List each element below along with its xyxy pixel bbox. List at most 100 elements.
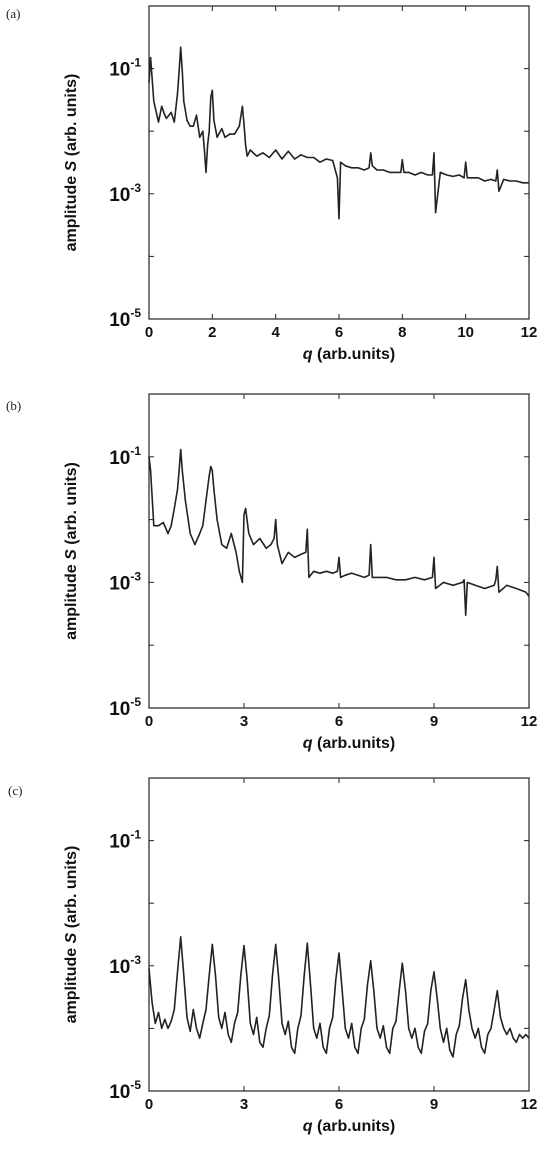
data-point bbox=[167, 532, 169, 535]
data-point bbox=[309, 984, 312, 986]
data-point bbox=[208, 130, 210, 132]
data-point bbox=[474, 584, 476, 586]
data-point bbox=[471, 177, 473, 179]
data-point bbox=[221, 128, 223, 130]
data-point bbox=[154, 1022, 156, 1025]
data-point bbox=[313, 156, 315, 159]
data-point bbox=[357, 167, 359, 169]
data-point bbox=[211, 470, 213, 472]
data-point bbox=[363, 1018, 365, 1020]
data-point bbox=[230, 532, 232, 535]
data-point bbox=[433, 556, 435, 559]
data-point bbox=[313, 1027, 315, 1029]
data-point bbox=[493, 584, 495, 586]
data-point bbox=[370, 152, 372, 154]
data-point bbox=[474, 1037, 476, 1039]
data-point bbox=[294, 556, 296, 559]
data-point bbox=[395, 171, 397, 173]
data-point bbox=[287, 150, 289, 152]
data-point bbox=[186, 119, 188, 121]
data-point bbox=[465, 614, 467, 616]
x-axis-title: q (arb.units) bbox=[303, 346, 395, 363]
data-point bbox=[208, 475, 210, 477]
data-point bbox=[495, 579, 497, 581]
data-point bbox=[178, 70, 180, 73]
data-point bbox=[148, 456, 150, 458]
data-point bbox=[300, 1015, 302, 1017]
data-point bbox=[233, 1022, 236, 1025]
y-tick-label: 10-3 bbox=[109, 953, 141, 978]
data-point bbox=[248, 532, 250, 535]
data-point bbox=[506, 584, 508, 586]
data-point bbox=[439, 171, 441, 173]
data-point bbox=[205, 171, 207, 173]
data-point bbox=[338, 556, 340, 559]
data-point bbox=[433, 971, 435, 973]
data-point bbox=[199, 1037, 201, 1039]
data-point bbox=[496, 565, 498, 567]
data-point bbox=[455, 1033, 457, 1036]
data-point bbox=[376, 576, 378, 579]
data-point bbox=[411, 1037, 413, 1039]
data-point bbox=[213, 119, 215, 121]
y-tick-label: 10-5 bbox=[109, 306, 141, 331]
data-point bbox=[176, 971, 179, 973]
data-point bbox=[148, 81, 150, 84]
data-point bbox=[344, 574, 346, 576]
data-point bbox=[335, 979, 337, 981]
data-point bbox=[414, 174, 416, 176]
data-point bbox=[490, 1027, 492, 1029]
data-point bbox=[216, 136, 218, 138]
data-point bbox=[294, 158, 296, 160]
data-point bbox=[404, 990, 407, 992]
data-point bbox=[339, 161, 342, 163]
data-point bbox=[370, 960, 372, 962]
data-point bbox=[499, 1016, 502, 1018]
data-point bbox=[498, 591, 500, 593]
data-point bbox=[157, 121, 160, 123]
y-tick-label: 10-5 bbox=[109, 1078, 141, 1103]
data-point bbox=[184, 500, 187, 502]
data-point bbox=[205, 500, 207, 502]
data-point bbox=[528, 182, 530, 184]
data-point bbox=[458, 174, 460, 176]
data-point bbox=[420, 171, 422, 173]
data-point bbox=[229, 133, 231, 135]
data-point bbox=[385, 576, 388, 579]
data-point bbox=[308, 576, 310, 579]
data-point bbox=[238, 570, 240, 572]
data-point bbox=[183, 974, 185, 977]
x-tick-label: 12 bbox=[521, 1096, 538, 1113]
data-point bbox=[339, 576, 342, 579]
data-point bbox=[284, 1033, 286, 1036]
x-tick-label: 3 bbox=[240, 1096, 248, 1113]
chart-panel-3: (c) 0 3 6 9 12 10-5 10-3 10-1 q (arb.units) amplit… bbox=[8, 777, 538, 1135]
data-point bbox=[178, 470, 180, 472]
series-line bbox=[148, 448, 530, 616]
data-point bbox=[170, 1020, 172, 1022]
data-point bbox=[213, 489, 215, 491]
data-point bbox=[498, 190, 500, 192]
data-point bbox=[376, 169, 378, 171]
data-point bbox=[525, 1033, 527, 1036]
data-point bbox=[515, 1041, 517, 1043]
data-point bbox=[195, 1027, 198, 1029]
panel-label: (c) bbox=[8, 783, 22, 798]
chart-panel-1: (a) 0 2 4 6 8 10 12 10-5 10-3 10-1 q (arb.units) amp… bbox=[6, 5, 537, 363]
data-point bbox=[518, 1033, 521, 1036]
data-point bbox=[332, 1016, 334, 1018]
data-point bbox=[379, 1037, 381, 1039]
data-point bbox=[458, 1025, 460, 1027]
data-point bbox=[371, 165, 373, 167]
y-axis-title: amplitude S (arb. units) bbox=[63, 462, 80, 640]
x-tick-label: 6 bbox=[335, 324, 343, 341]
data-point bbox=[434, 587, 437, 590]
data-point bbox=[427, 174, 429, 176]
data-point bbox=[354, 1046, 356, 1048]
data-point bbox=[401, 962, 403, 964]
data-point bbox=[306, 528, 308, 530]
data-point bbox=[368, 574, 370, 576]
data-point bbox=[442, 581, 445, 584]
data-point bbox=[273, 537, 275, 540]
x-tick-label: 0 bbox=[145, 713, 153, 730]
